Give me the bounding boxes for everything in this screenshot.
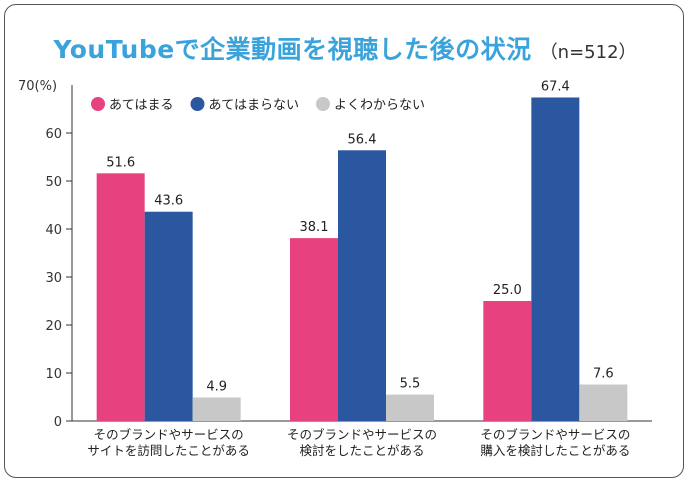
bar [579, 384, 628, 421]
legend-marker [315, 97, 330, 111]
legend-label: あてはまらない [208, 98, 298, 113]
x-tick-label: 検討をしたことがある [299, 443, 424, 458]
data-label: 4.9 [206, 379, 227, 394]
data-label: 56.4 [348, 132, 377, 147]
chart-title: YouTubeで企業動画を視聴した後の状況 [53, 35, 532, 64]
data-label: 43.6 [154, 194, 183, 209]
y-tick-label: 60 [45, 127, 62, 142]
bar [192, 397, 241, 421]
bar [483, 301, 532, 421]
bar [531, 97, 580, 421]
data-label: 38.1 [300, 220, 329, 235]
y-tick-label: 50 [45, 175, 62, 190]
data-label: 5.5 [400, 377, 421, 392]
legend-label: よくわからない [334, 98, 425, 113]
bar [338, 150, 386, 421]
data-label: 67.4 [541, 79, 570, 94]
x-tick-label: そのブランドやサービスの [480, 427, 630, 442]
y-tick-label: 10 [45, 367, 62, 382]
x-tick-label: サイトを訪問したことがある [87, 443, 250, 458]
title-row: YouTubeで企業動画を視聴した後の状況 （n=512） [0, 30, 690, 66]
y-tick-label: 0 [54, 415, 62, 430]
legend-label: あてはまる [109, 98, 173, 113]
x-tick-label: そのブランドやサービスの [94, 427, 244, 442]
bar [290, 238, 338, 421]
bar [96, 173, 145, 421]
x-tick-label: そのブランドやサービスの [287, 427, 437, 442]
y-tick-label: 30 [45, 271, 62, 286]
chart-subtitle: （n=512） [539, 42, 637, 63]
y-axis-label: 70(%) [18, 79, 57, 94]
bar [144, 211, 193, 421]
legend-marker [91, 97, 105, 111]
chart-bars [96, 97, 628, 421]
data-label: 51.6 [106, 155, 135, 170]
y-tick-label: 40 [45, 223, 62, 238]
legend-marker [190, 97, 205, 111]
data-label: 25.0 [493, 283, 522, 298]
chart-legend: あてはまる あてはまらない よくわからない [91, 97, 425, 113]
y-tick-label: 20 [45, 319, 62, 334]
chart-labels: 51.643.64.9そのブランドやサービスのサイトを訪問したことがある38.1… [87, 79, 630, 458]
x-tick-label: 購入を検討したことがある [480, 443, 630, 458]
bar [386, 394, 434, 421]
data-label: 7.6 [593, 367, 614, 382]
